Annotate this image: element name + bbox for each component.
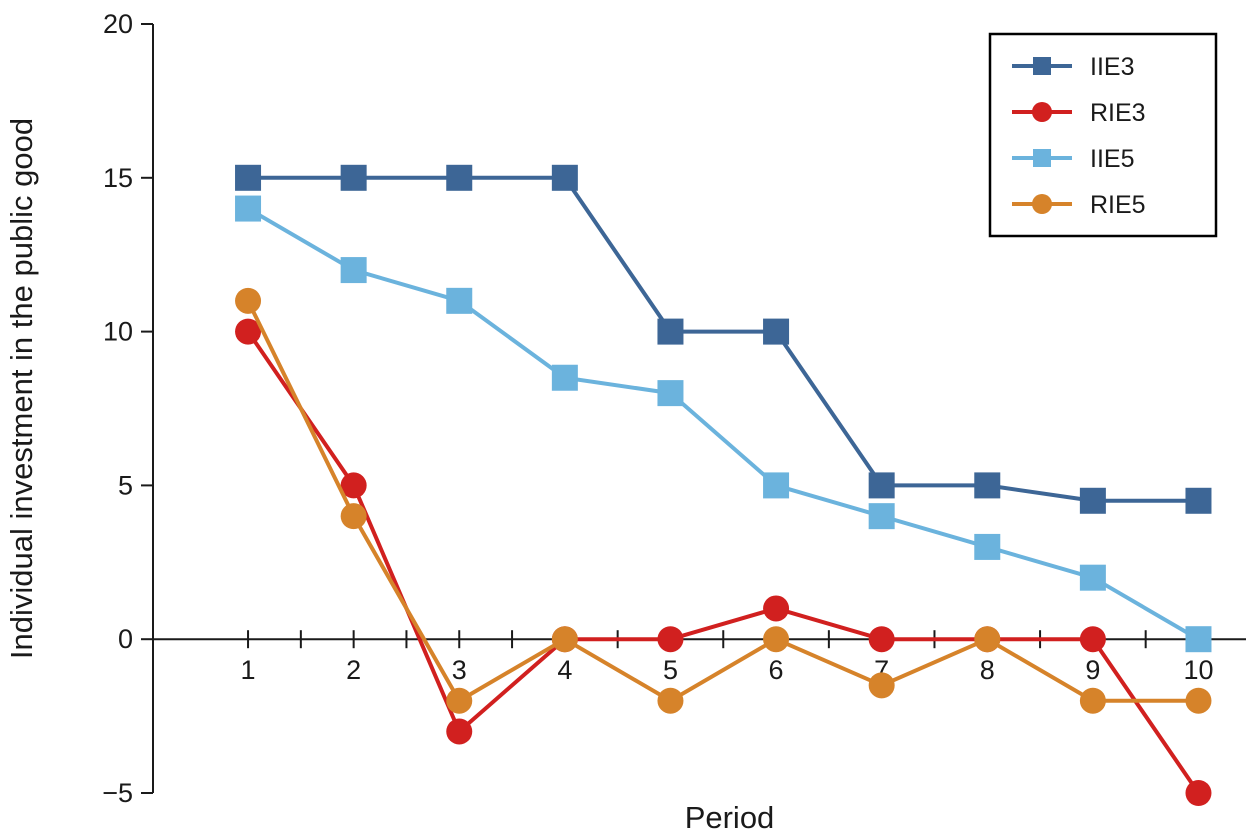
data-point xyxy=(1185,780,1212,806)
y-tick-label: 0 xyxy=(118,624,133,654)
data-point xyxy=(763,626,790,653)
data-point xyxy=(340,503,367,530)
legend-label: IIE5 xyxy=(1090,145,1134,173)
series-line xyxy=(247,206,1200,641)
legend: IIE3 RIE3 IIE5 RIE5 xyxy=(988,32,1218,238)
y-axis-title: Individual investment in the public good xyxy=(4,118,39,659)
legend-marker xyxy=(1032,194,1052,214)
data-point xyxy=(763,318,790,345)
data-point xyxy=(446,287,473,314)
data-point xyxy=(657,626,684,653)
data-point xyxy=(340,164,367,191)
data-point xyxy=(340,472,367,499)
series-iie3 xyxy=(235,164,1212,514)
data-point xyxy=(235,195,262,222)
data-point xyxy=(657,380,684,407)
x-tick-label: 8 xyxy=(980,655,995,685)
series-rie5 xyxy=(235,287,1212,714)
legend-marker xyxy=(1033,149,1051,167)
data-point xyxy=(868,472,895,499)
x-axis-title: Period xyxy=(685,800,775,834)
data-point xyxy=(446,164,473,191)
x-tick-label: 1 xyxy=(241,655,256,685)
legend-item-iie5: IIE5 xyxy=(1012,145,1134,173)
legend-item-iie3: IIE3 xyxy=(1012,53,1134,81)
data-point xyxy=(868,503,895,530)
data-point xyxy=(1185,626,1212,653)
x-tick-label: 5 xyxy=(663,655,678,685)
legend-label: RIE5 xyxy=(1090,191,1146,219)
data-point xyxy=(763,472,790,499)
legend-item-rie3: RIE3 xyxy=(1012,99,1146,127)
data-point xyxy=(235,318,262,345)
data-point xyxy=(446,687,473,714)
data-point xyxy=(340,257,367,284)
data-point xyxy=(1185,687,1212,714)
legend-label: IIE3 xyxy=(1090,53,1134,81)
data-point xyxy=(1185,487,1212,514)
data-point xyxy=(551,626,578,653)
y-ticks: −5 0 5 10 15 20 xyxy=(102,9,153,808)
data-point xyxy=(868,626,895,653)
y-tick-label: 20 xyxy=(103,9,133,39)
data-point xyxy=(868,672,895,699)
data-point xyxy=(1079,564,1106,591)
series-line xyxy=(246,299,1199,703)
series-layer xyxy=(235,164,1212,806)
series-line xyxy=(246,330,1201,795)
x-tick-label: 6 xyxy=(769,655,784,685)
data-point xyxy=(235,287,262,314)
y-tick-label: −5 xyxy=(102,778,133,808)
y-tick-label: 10 xyxy=(103,317,133,347)
x-tick-label: 3 xyxy=(452,655,467,685)
x-tick-label: 10 xyxy=(1183,655,1213,685)
data-point xyxy=(1079,687,1106,714)
series-iie5 xyxy=(235,195,1212,653)
data-point xyxy=(551,164,578,191)
data-point xyxy=(974,472,1001,499)
data-point xyxy=(657,318,684,345)
legend-item-rie5: RIE5 xyxy=(1012,191,1146,219)
data-point xyxy=(446,718,473,745)
data-point xyxy=(974,626,1001,653)
x-tick-label: 2 xyxy=(346,655,361,685)
series-line xyxy=(248,175,1199,503)
data-point xyxy=(763,595,790,622)
legend-marker xyxy=(1032,102,1052,122)
y-tick-label: 5 xyxy=(118,470,133,500)
data-point xyxy=(1079,487,1106,514)
legend-marker xyxy=(1033,57,1051,75)
legend-label: RIE3 xyxy=(1090,99,1146,127)
data-point xyxy=(974,533,1001,560)
x-tick-label: 9 xyxy=(1085,655,1100,685)
data-point xyxy=(551,364,578,391)
data-point xyxy=(235,164,262,191)
data-point xyxy=(1079,626,1106,653)
data-point xyxy=(657,687,684,714)
y-tick-label: 15 xyxy=(103,163,133,193)
x-tick-label: 4 xyxy=(557,655,572,685)
